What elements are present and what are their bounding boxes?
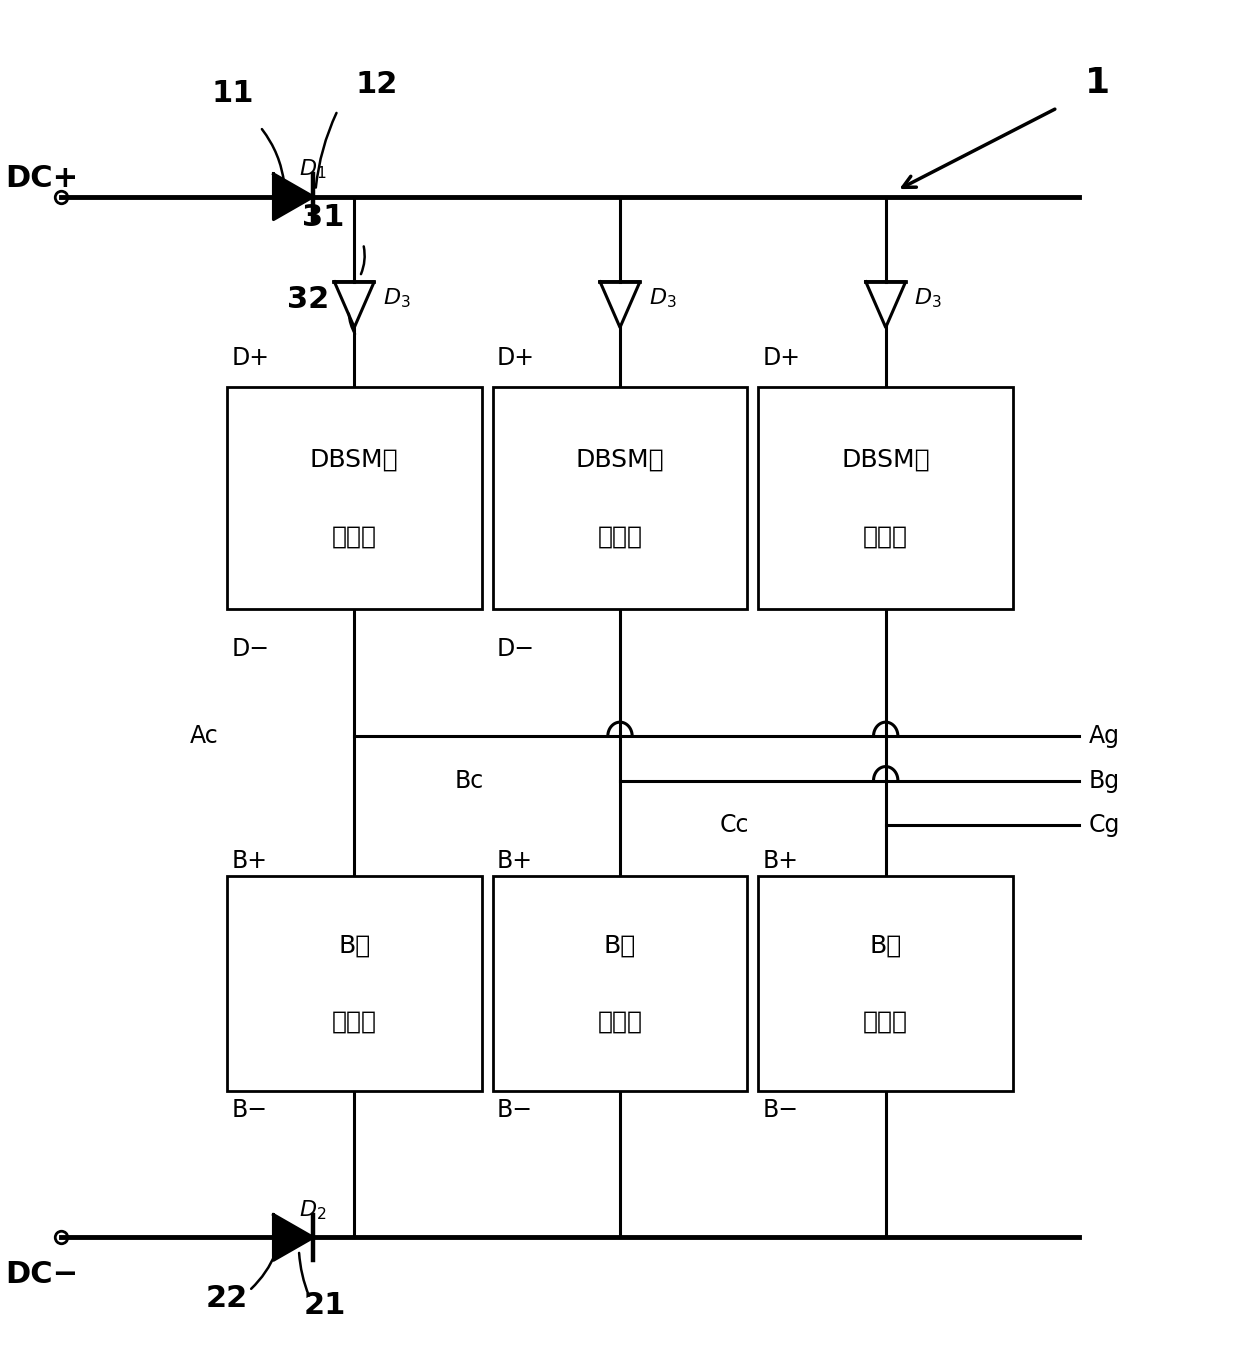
- Text: DC−: DC−: [5, 1260, 78, 1289]
- Text: Ac: Ac: [190, 724, 218, 748]
- Text: B+: B+: [497, 849, 533, 873]
- Text: B+: B+: [232, 849, 268, 873]
- FancyArrowPatch shape: [262, 129, 284, 183]
- Text: $D_3$: $D_3$: [915, 287, 942, 310]
- FancyArrowPatch shape: [361, 246, 365, 274]
- Text: D−: D−: [232, 637, 269, 661]
- Text: DBSM型: DBSM型: [310, 448, 398, 473]
- Text: Cc: Cc: [720, 813, 749, 837]
- Text: D+: D+: [763, 346, 801, 369]
- FancyArrowPatch shape: [252, 1252, 275, 1289]
- Polygon shape: [274, 1214, 314, 1260]
- FancyArrowPatch shape: [316, 113, 336, 187]
- Text: 31: 31: [303, 202, 345, 232]
- Polygon shape: [600, 281, 640, 327]
- Bar: [227, 876, 481, 1092]
- Text: 下桥臂: 下桥臂: [598, 1009, 642, 1033]
- Bar: [227, 387, 481, 610]
- Text: 上桥臂: 上桥臂: [332, 524, 377, 549]
- Text: DC+: DC+: [5, 164, 79, 193]
- Bar: [759, 876, 1013, 1092]
- Text: 上桥臂: 上桥臂: [598, 524, 642, 549]
- Text: 上桥臂: 上桥臂: [863, 524, 908, 549]
- Text: D+: D+: [232, 346, 269, 369]
- Text: 1: 1: [1085, 65, 1110, 99]
- Text: D−: D−: [497, 637, 536, 661]
- Text: B型: B型: [339, 933, 371, 957]
- Text: D+: D+: [497, 346, 536, 369]
- Text: Cg: Cg: [1089, 813, 1120, 837]
- Text: Bg: Bg: [1089, 769, 1120, 793]
- Text: $D_3$: $D_3$: [649, 287, 676, 310]
- Text: 11: 11: [211, 79, 254, 107]
- Text: 21: 21: [304, 1290, 346, 1320]
- Text: DBSM型: DBSM型: [575, 448, 665, 473]
- Text: 22: 22: [206, 1285, 248, 1313]
- Text: 32: 32: [286, 285, 329, 315]
- Text: Ag: Ag: [1089, 724, 1120, 748]
- Bar: [759, 387, 1013, 610]
- Text: 下桥臂: 下桥臂: [863, 1009, 908, 1033]
- Text: B型: B型: [604, 933, 636, 957]
- Text: $D_3$: $D_3$: [383, 287, 410, 310]
- FancyArrowPatch shape: [299, 1253, 309, 1296]
- Text: $D_1$: $D_1$: [299, 158, 326, 182]
- Text: B+: B+: [763, 849, 799, 873]
- Text: 12: 12: [355, 69, 398, 99]
- Text: $D_2$: $D_2$: [299, 1199, 326, 1222]
- Polygon shape: [866, 281, 905, 327]
- Bar: [492, 876, 748, 1092]
- Text: B−: B−: [763, 1097, 799, 1122]
- Text: 下桥臂: 下桥臂: [332, 1009, 377, 1033]
- FancyArrowPatch shape: [348, 314, 355, 334]
- Bar: [492, 387, 748, 610]
- Text: Bc: Bc: [455, 769, 484, 793]
- Text: B型: B型: [869, 933, 901, 957]
- Polygon shape: [335, 281, 374, 327]
- Polygon shape: [274, 174, 314, 220]
- Text: DBSM型: DBSM型: [842, 448, 930, 473]
- Text: B−: B−: [497, 1097, 533, 1122]
- Text: B−: B−: [232, 1097, 268, 1122]
